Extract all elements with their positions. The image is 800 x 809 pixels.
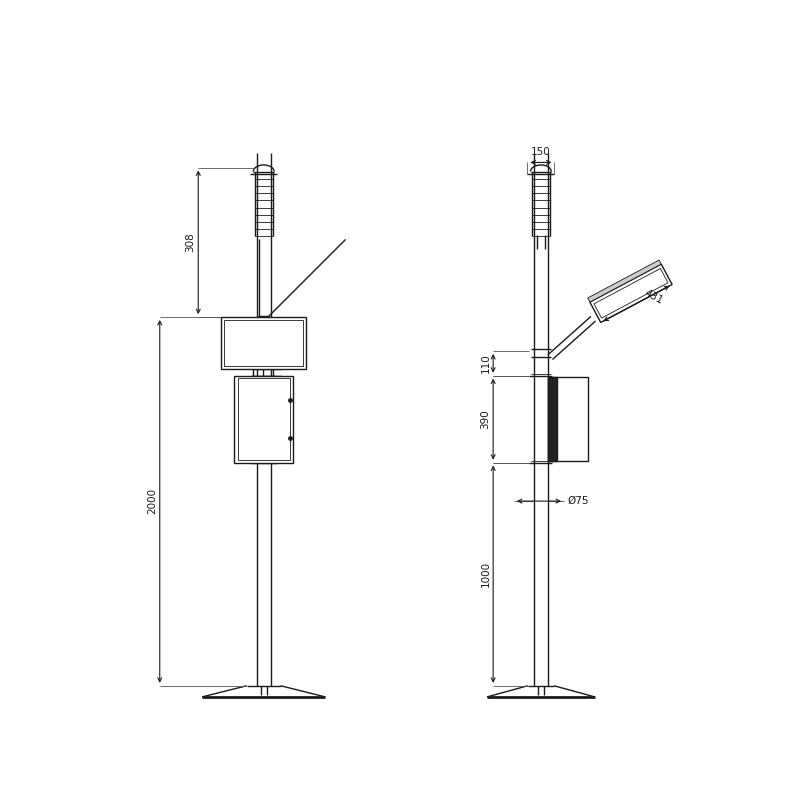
Text: 308: 308 [186, 232, 195, 252]
Polygon shape [594, 269, 668, 318]
Text: Ø75: Ø75 [568, 496, 590, 506]
Text: 1000: 1000 [481, 561, 490, 587]
Bar [225, 320, 303, 366]
Polygon shape [590, 264, 672, 323]
Text: 110: 110 [481, 354, 490, 373]
Text: 2000: 2000 [147, 489, 157, 515]
Text: 150: 150 [531, 147, 550, 157]
Bar [234, 375, 293, 463]
Bar [548, 377, 588, 461]
Bar [548, 377, 557, 461]
Text: 431: 431 [642, 288, 665, 307]
Bar [222, 317, 306, 370]
Text: 390: 390 [481, 409, 490, 429]
Polygon shape [588, 260, 662, 302]
Bar [238, 378, 290, 460]
